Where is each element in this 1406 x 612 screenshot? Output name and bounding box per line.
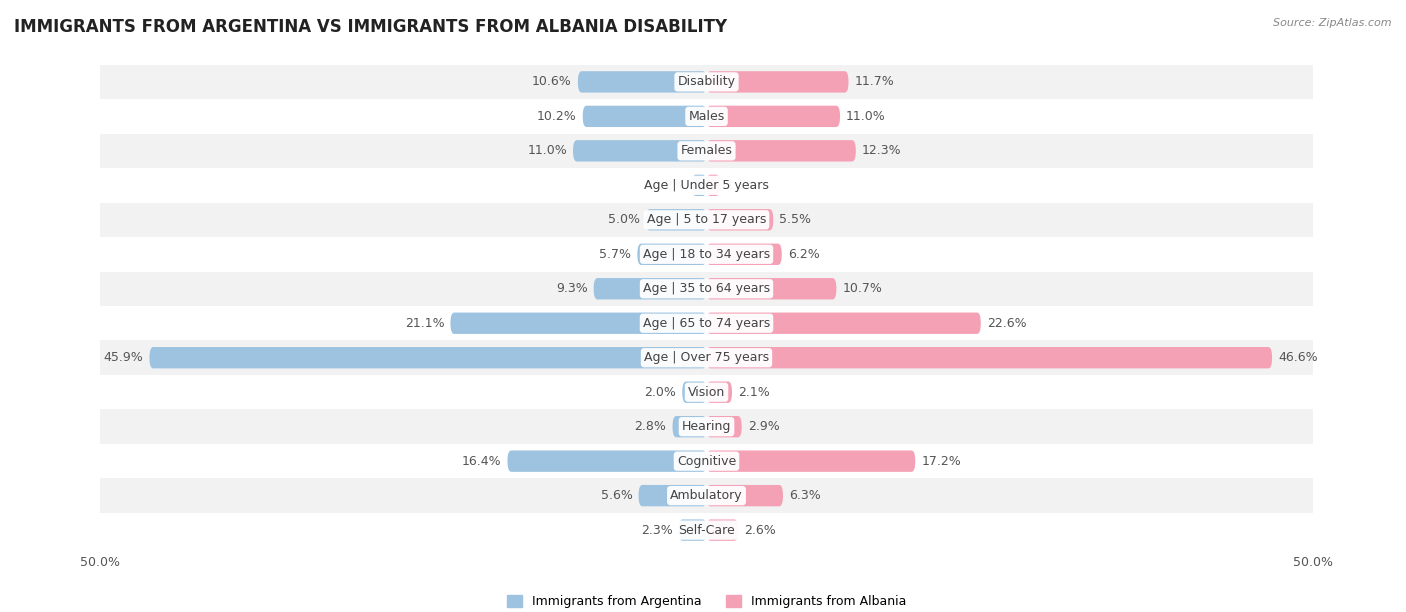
Bar [100,99,1313,133]
Text: 45.9%: 45.9% [104,351,143,364]
Text: 5.7%: 5.7% [599,248,631,261]
FancyBboxPatch shape [692,174,707,196]
Legend: Immigrants from Argentina, Immigrants from Albania: Immigrants from Argentina, Immigrants fr… [506,595,907,608]
Text: Self-Care: Self-Care [678,524,735,537]
Bar [100,479,1313,513]
FancyBboxPatch shape [707,381,733,403]
Text: 21.1%: 21.1% [405,317,444,330]
FancyBboxPatch shape [593,278,707,299]
FancyBboxPatch shape [707,313,981,334]
Text: Age | Over 75 years: Age | Over 75 years [644,351,769,364]
FancyBboxPatch shape [682,381,707,403]
Text: 2.6%: 2.6% [744,524,776,537]
FancyBboxPatch shape [637,244,707,265]
Text: 17.2%: 17.2% [921,455,962,468]
Text: 10.6%: 10.6% [531,75,572,88]
FancyBboxPatch shape [707,450,915,472]
Text: 10.2%: 10.2% [537,110,576,123]
Text: 11.7%: 11.7% [855,75,894,88]
Text: 10.7%: 10.7% [842,282,883,295]
Text: 6.2%: 6.2% [787,248,820,261]
Text: Vision: Vision [688,386,725,398]
FancyBboxPatch shape [707,244,782,265]
Text: 2.9%: 2.9% [748,420,779,433]
FancyBboxPatch shape [578,71,707,92]
Text: 1.2%: 1.2% [654,179,686,192]
Bar [100,375,1313,409]
FancyBboxPatch shape [450,313,707,334]
Text: 16.4%: 16.4% [461,455,502,468]
Text: Disability: Disability [678,75,735,88]
FancyBboxPatch shape [672,416,707,438]
Bar [100,409,1313,444]
Bar [100,65,1313,99]
Text: 46.6%: 46.6% [1278,351,1317,364]
Text: Cognitive: Cognitive [676,455,737,468]
Text: Age | 18 to 34 years: Age | 18 to 34 years [643,248,770,261]
Text: 11.0%: 11.0% [846,110,886,123]
Text: 2.3%: 2.3% [641,524,672,537]
FancyBboxPatch shape [707,485,783,506]
FancyBboxPatch shape [679,520,707,541]
Text: 2.0%: 2.0% [644,386,676,398]
Text: 5.6%: 5.6% [600,489,633,502]
Text: Age | 65 to 74 years: Age | 65 to 74 years [643,317,770,330]
FancyBboxPatch shape [707,174,720,196]
Text: Females: Females [681,144,733,157]
Text: Males: Males [689,110,724,123]
FancyBboxPatch shape [508,450,707,472]
FancyBboxPatch shape [149,347,707,368]
Bar [100,133,1313,168]
Text: 2.8%: 2.8% [634,420,666,433]
Bar [100,272,1313,306]
Text: 22.6%: 22.6% [987,317,1026,330]
Text: 5.5%: 5.5% [779,214,811,226]
Bar [100,306,1313,340]
FancyBboxPatch shape [707,347,1272,368]
Text: IMMIGRANTS FROM ARGENTINA VS IMMIGRANTS FROM ALBANIA DISABILITY: IMMIGRANTS FROM ARGENTINA VS IMMIGRANTS … [14,18,727,36]
Text: Ambulatory: Ambulatory [671,489,742,502]
Bar [100,237,1313,272]
FancyBboxPatch shape [582,106,707,127]
Bar [100,340,1313,375]
Text: 6.3%: 6.3% [789,489,821,502]
Text: 2.1%: 2.1% [738,386,770,398]
FancyBboxPatch shape [707,106,839,127]
FancyBboxPatch shape [707,278,837,299]
FancyBboxPatch shape [707,71,848,92]
Text: 5.0%: 5.0% [607,214,640,226]
Text: Hearing: Hearing [682,420,731,433]
Bar [100,203,1313,237]
Bar [100,513,1313,547]
Bar [100,168,1313,203]
FancyBboxPatch shape [707,140,856,162]
Text: Source: ZipAtlas.com: Source: ZipAtlas.com [1274,18,1392,28]
FancyBboxPatch shape [707,416,742,438]
Bar [100,444,1313,479]
Text: Age | 5 to 17 years: Age | 5 to 17 years [647,214,766,226]
FancyBboxPatch shape [707,520,738,541]
Text: 1.1%: 1.1% [725,179,758,192]
Text: Age | 35 to 64 years: Age | 35 to 64 years [643,282,770,295]
FancyBboxPatch shape [574,140,707,162]
FancyBboxPatch shape [707,209,773,231]
Text: 9.3%: 9.3% [555,282,588,295]
FancyBboxPatch shape [645,209,707,231]
Text: 12.3%: 12.3% [862,144,901,157]
Text: Age | Under 5 years: Age | Under 5 years [644,179,769,192]
FancyBboxPatch shape [638,485,707,506]
Text: 11.0%: 11.0% [527,144,567,157]
